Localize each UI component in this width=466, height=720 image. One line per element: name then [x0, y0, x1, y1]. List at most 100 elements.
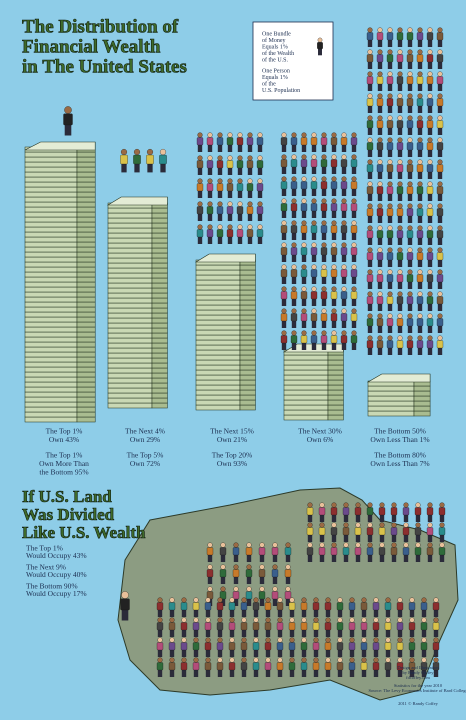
person-legs: [319, 554, 325, 562]
person: [330, 542, 338, 562]
money-bundle-side: [76, 236, 96, 243]
person: [226, 155, 234, 175]
person-head: [417, 203, 423, 209]
person: [204, 637, 212, 657]
person: [426, 542, 434, 562]
person-legs: [417, 281, 423, 289]
person: [386, 71, 394, 91]
column-label: Own 43%: [49, 435, 79, 444]
person-legs: [367, 215, 373, 223]
person: [240, 657, 248, 677]
person-body: [330, 291, 338, 300]
person-head: [246, 564, 252, 570]
person-body: [386, 54, 394, 63]
person: [426, 159, 434, 179]
person-body: [180, 602, 188, 611]
person: [245, 586, 253, 606]
person: [360, 637, 368, 657]
person-body: [396, 208, 404, 217]
money-bundle: [107, 217, 153, 224]
person-body: [318, 547, 326, 556]
person-body: [192, 602, 200, 611]
person: [436, 181, 444, 201]
person-head: [417, 137, 423, 143]
person-head: [265, 637, 271, 643]
person-legs: [321, 166, 327, 174]
person-body: [120, 154, 128, 165]
person-head: [355, 542, 361, 548]
person-head: [397, 335, 403, 341]
person-body: [416, 274, 424, 283]
person: [276, 617, 284, 637]
money-bundle-side: [151, 257, 168, 264]
person: [376, 159, 384, 179]
person-legs: [331, 166, 337, 174]
person-body: [320, 181, 328, 190]
person: [342, 542, 350, 562]
person-head: [157, 617, 163, 623]
money-bundle: [107, 227, 153, 234]
person-head: [197, 201, 203, 207]
person-legs: [207, 236, 213, 244]
person-head: [217, 155, 223, 161]
person: [228, 617, 236, 637]
person: [436, 335, 444, 355]
person-legs: [397, 193, 403, 201]
person-body: [256, 229, 264, 238]
person-legs: [397, 83, 403, 91]
money-bundle-side: [327, 374, 344, 381]
money-bundle-side: [327, 359, 344, 366]
person-head: [433, 617, 439, 623]
person-legs: [237, 236, 243, 244]
person-legs: [229, 669, 235, 677]
person-head: [421, 637, 427, 643]
person-legs: [427, 347, 433, 355]
person-body: [236, 206, 244, 215]
person-head: [355, 502, 361, 508]
person-body: [192, 642, 200, 651]
person-head: [301, 637, 307, 643]
column-sublabel: Own 72%: [130, 459, 160, 468]
person-body: [310, 291, 318, 300]
person-legs: [313, 649, 319, 657]
person-legs: [281, 144, 287, 152]
person-body: [310, 181, 318, 190]
person-legs: [313, 609, 319, 617]
person-body: [396, 76, 404, 85]
person-head: [421, 597, 427, 603]
person: [386, 203, 394, 223]
person-head: [227, 132, 233, 138]
money-bundle-side: [239, 384, 256, 391]
person: [406, 291, 414, 311]
person-body: [372, 622, 380, 631]
person-legs: [253, 629, 259, 637]
person-legs: [397, 127, 403, 135]
person-body: [290, 313, 298, 322]
person: [264, 617, 272, 637]
money-bundle: [107, 402, 153, 409]
person-head: [367, 203, 373, 209]
person-body: [280, 313, 288, 322]
person-head: [387, 93, 393, 99]
person: [192, 637, 200, 657]
person: [340, 242, 348, 262]
person-legs: [391, 534, 397, 542]
person: [320, 198, 328, 218]
person-body: [256, 206, 264, 215]
person: [168, 637, 176, 657]
person-body: [354, 547, 362, 556]
person-body: [300, 291, 308, 300]
money-bundle-side: [239, 349, 256, 356]
legend-person-line: Equals 1%: [262, 75, 288, 81]
person: [280, 176, 288, 196]
person-head: [207, 201, 213, 207]
person: [156, 617, 164, 637]
person-head: [409, 657, 415, 663]
person: [196, 178, 204, 198]
person-body: [416, 76, 424, 85]
person-legs: [427, 259, 433, 267]
person-body: [226, 160, 234, 169]
money-bundle: [195, 404, 241, 411]
person-body: [426, 547, 434, 556]
person-legs: [387, 171, 393, 179]
